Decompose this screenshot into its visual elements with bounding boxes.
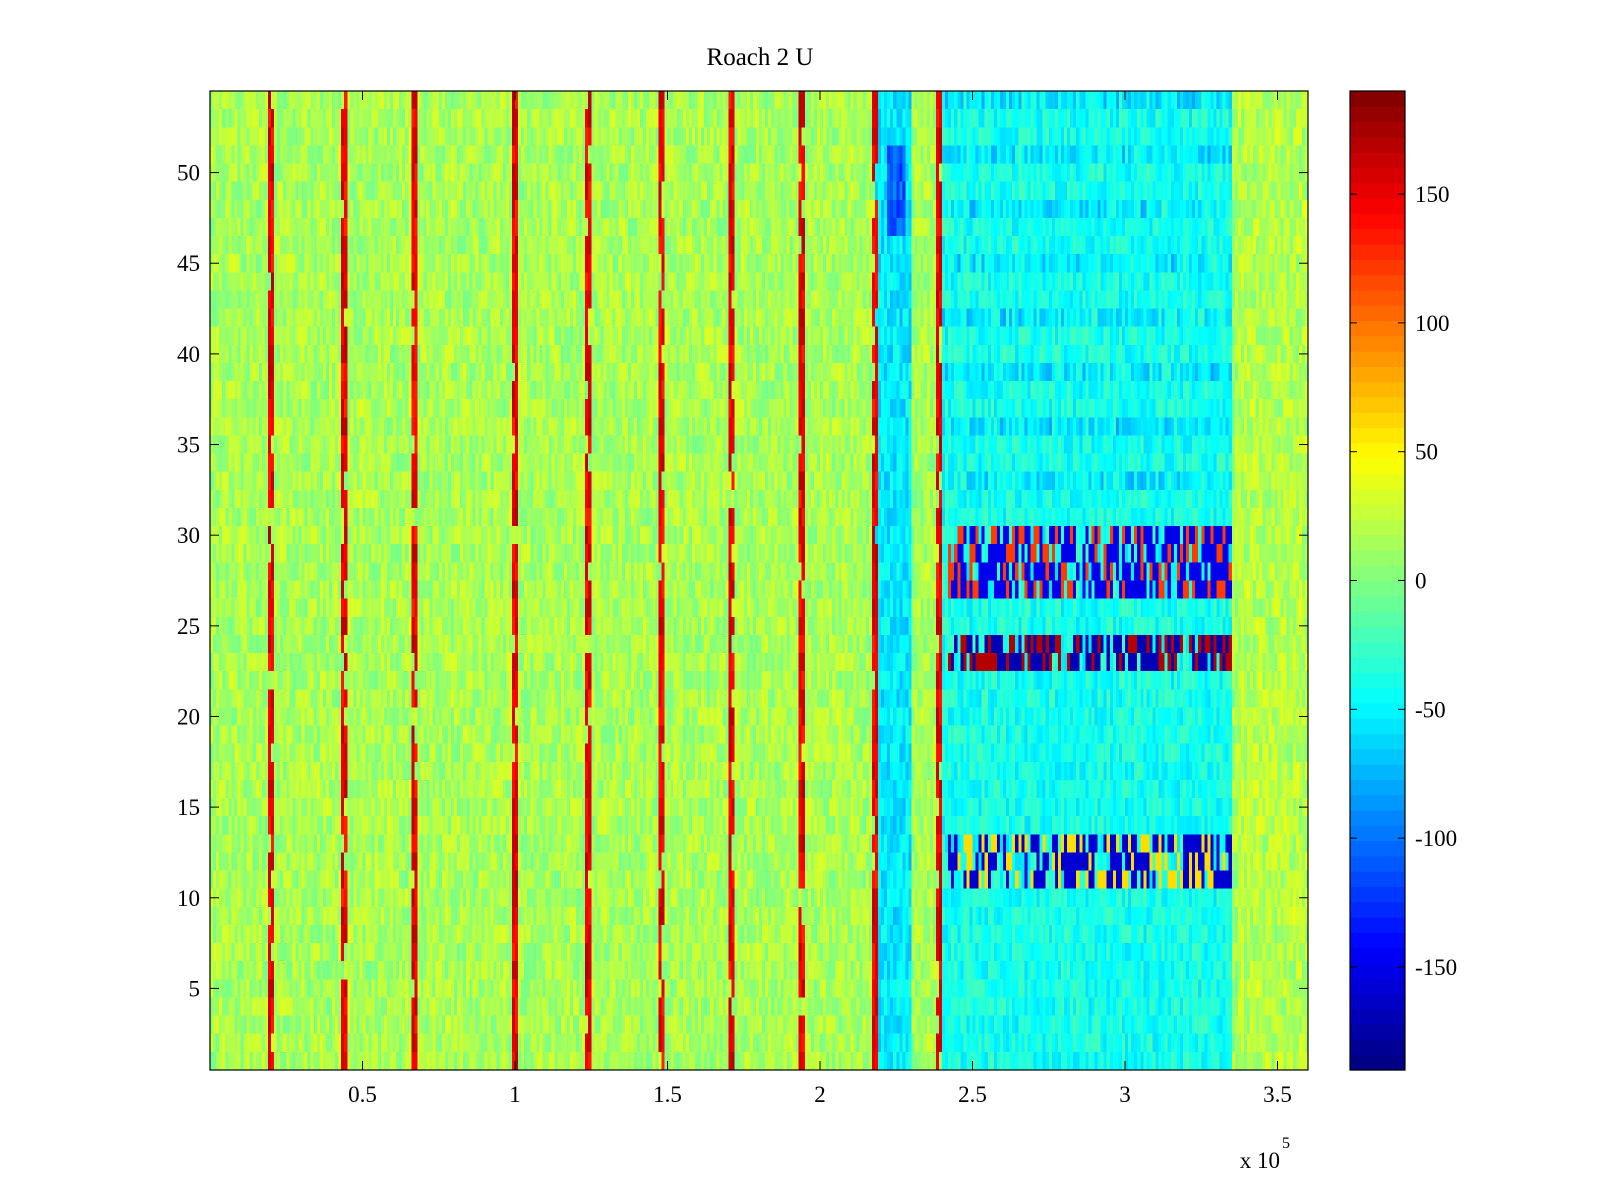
colorbar-segment [1350, 611, 1405, 627]
colorbar-segment [1350, 182, 1405, 199]
x-tick-label: 1 [509, 1082, 521, 1107]
colorbar-segment [1350, 335, 1405, 352]
x-tick-label: 1.5 [653, 1082, 682, 1107]
y-tick-label: 40 [177, 342, 200, 367]
colorbar-segment [1350, 825, 1405, 842]
y-tick-label: 50 [177, 161, 200, 186]
colorbar-segment [1350, 136, 1405, 153]
colorbar-segment [1350, 1024, 1405, 1041]
colorbar-segment [1350, 320, 1405, 337]
colorbar-tick-label: 0 [1415, 569, 1427, 594]
y-tick-label: 35 [177, 433, 200, 458]
colorbar-tick-label: -50 [1415, 697, 1446, 722]
colorbar-segment [1350, 764, 1405, 780]
colorbar-segment [1350, 626, 1405, 643]
colorbar-segment [1350, 289, 1405, 306]
colorbar-segment [1350, 442, 1405, 459]
colorbar-segment [1350, 473, 1405, 490]
colorbar-segment [1350, 488, 1405, 505]
x-tick-label: 2 [814, 1082, 826, 1107]
colorbar-segment [1350, 687, 1405, 704]
colorbar-tick-label: 50 [1415, 440, 1438, 465]
colorbar-segment [1350, 351, 1405, 367]
chart-title: Roach 2 U [707, 44, 814, 71]
colorbar-segment [1350, 993, 1405, 1010]
colorbar-segment [1350, 565, 1405, 582]
colorbar-segment [1350, 504, 1405, 520]
colorbar-segment [1350, 901, 1405, 918]
colorbar-segment [1350, 549, 1405, 566]
colorbar-segment [1350, 274, 1405, 291]
colorbar-segment [1350, 198, 1405, 214]
colorbar-segment [1350, 917, 1405, 933]
y-tick-label: 30 [177, 523, 200, 548]
x-axis-multiplier-label: x 10 [1240, 1148, 1280, 1173]
colorbar-segment [1350, 259, 1405, 276]
x-tick-label: 0.5 [348, 1082, 377, 1107]
colorbar-segment [1350, 978, 1405, 995]
colorbar-segment [1350, 733, 1405, 750]
colorbar-tick-label: -150 [1415, 955, 1457, 980]
colorbar-segment [1350, 167, 1405, 184]
colorbar-tick-label: -100 [1415, 826, 1457, 851]
colorbar-segment [1350, 702, 1405, 719]
colorbar-segment [1350, 748, 1405, 765]
x-tick-label: 2.5 [958, 1082, 987, 1107]
colorbar-segment [1350, 641, 1405, 658]
y-tick-label: 45 [177, 251, 200, 276]
colorbar-segment [1350, 228, 1405, 245]
colorbar-segment [1350, 794, 1405, 811]
colorbar-segment [1350, 672, 1405, 689]
colorbar-segment [1350, 855, 1405, 872]
x-axis-multiplier-exponent: 5 [1282, 1135, 1290, 1152]
colorbar-segment [1350, 886, 1405, 903]
colorbar-segment [1350, 243, 1405, 260]
colorbar-segment [1350, 91, 1405, 107]
y-tick-label: 10 [177, 886, 200, 911]
colorbar-segment [1350, 305, 1405, 322]
colorbar-segment [1350, 1054, 1405, 1071]
colorbar-segment [1350, 396, 1405, 413]
colorbar-segment [1350, 366, 1405, 383]
colorbar-segment [1350, 840, 1405, 857]
colorbar-segment [1350, 656, 1405, 673]
colorbar: 150 100 50 0 -50 -100 -150 [1349, 90, 1457, 1071]
axes: 0.5 1 1.5 2 2.5 3 3.5 5 10 15 20 25 30 35 40 45 50 [177, 90, 1309, 1107]
colorbar-segment [1350, 779, 1405, 796]
colorbar-segment [1350, 962, 1405, 979]
y-tick-label: 15 [177, 795, 200, 820]
colorbar-segment [1350, 519, 1405, 536]
colorbar-segment [1350, 932, 1405, 949]
colorbar-segment [1350, 534, 1405, 551]
colorbar-segment [1350, 947, 1405, 964]
y-tick-label: 20 [177, 704, 200, 729]
colorbar-segment [1350, 412, 1405, 429]
colorbar-segment [1350, 152, 1405, 169]
y-tick-label: 25 [177, 614, 200, 639]
plot-frame [209, 90, 1309, 1071]
y-tick-label: 5 [189, 976, 201, 1001]
colorbar-segment [1350, 458, 1405, 475]
colorbar-tick-label: 150 [1415, 182, 1450, 207]
colorbar-segment [1350, 427, 1405, 444]
colorbar-segment [1350, 213, 1405, 230]
colorbar-segment [1350, 809, 1405, 826]
x-tick-label: 3.5 [1263, 1082, 1292, 1107]
colorbar-segment [1350, 106, 1405, 123]
colorbar-segment [1350, 718, 1405, 735]
x-tick-label: 3 [1119, 1082, 1131, 1107]
heatmap-cells [210, 91, 1308, 1070]
colorbar-segment [1350, 595, 1405, 612]
colorbar-tick-label: 100 [1415, 311, 1450, 336]
colorbar-segment [1350, 121, 1405, 138]
heatmap-image [210, 91, 1308, 1070]
colorbar-segment [1350, 1039, 1405, 1056]
colorbar-segment [1350, 871, 1405, 888]
colorbar-segment [1350, 381, 1405, 398]
colorbar-segment [1350, 1008, 1405, 1025]
colorbar-segment [1350, 580, 1405, 597]
